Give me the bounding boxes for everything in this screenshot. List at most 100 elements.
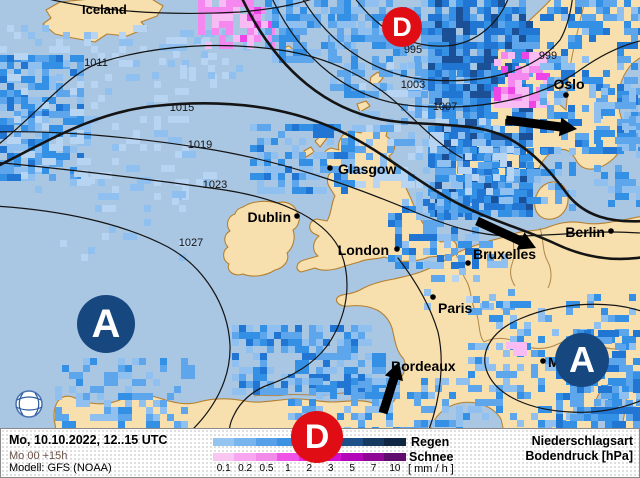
precip-cell bbox=[49, 76, 56, 83]
precip-cell bbox=[463, 91, 470, 98]
precip-cell bbox=[394, 69, 401, 76]
precip-cell bbox=[21, 25, 28, 32]
precip-cell bbox=[14, 74, 21, 81]
precip-cell bbox=[631, 7, 640, 14]
precip-cell bbox=[442, 0, 449, 7]
precip-cell bbox=[477, 56, 484, 63]
precip-cell bbox=[473, 275, 480, 282]
precip-cell bbox=[463, 140, 477, 147]
precip-cell bbox=[239, 367, 253, 374]
precip-cell bbox=[7, 137, 21, 144]
precip-cell bbox=[491, 28, 498, 35]
precip-cell bbox=[373, 62, 380, 69]
precip-cell bbox=[526, 70, 533, 77]
precip-cell bbox=[508, 87, 515, 94]
globe-logo-icon bbox=[15, 390, 43, 418]
precip-cell bbox=[239, 374, 246, 381]
precip-cell bbox=[253, 339, 260, 346]
precip-cell bbox=[299, 173, 306, 180]
precip-cell bbox=[457, 181, 464, 188]
precip-cell bbox=[104, 372, 111, 379]
precip-cell bbox=[458, 206, 472, 213]
legend-tick-value: 5 bbox=[349, 463, 355, 474]
isobar-path bbox=[0, 161, 348, 428]
precip-cell bbox=[601, 172, 608, 179]
precip-cell bbox=[496, 406, 503, 413]
precip-cell bbox=[515, 80, 522, 87]
precip-cell bbox=[570, 393, 584, 400]
precip-cell bbox=[491, 35, 498, 42]
city-label-glasgow: Glasgow bbox=[338, 161, 396, 177]
model-run-label: Mo 00 +15h bbox=[9, 450, 68, 462]
precip-cell bbox=[524, 329, 531, 336]
precip-cell bbox=[442, 84, 449, 91]
precip-cell bbox=[175, 116, 189, 123]
precip-cell bbox=[470, 112, 477, 119]
precip-cell bbox=[314, 21, 321, 28]
precip-cell bbox=[146, 421, 153, 428]
precip-cell bbox=[608, 88, 615, 95]
precip-cell bbox=[401, 181, 408, 188]
precip-cell bbox=[112, 144, 119, 151]
precip-cell bbox=[292, 152, 299, 159]
precip-cell bbox=[359, 83, 366, 90]
precip-cell bbox=[320, 159, 327, 166]
precip-cell bbox=[330, 385, 337, 392]
precip-cell bbox=[210, 81, 217, 88]
precip-cell bbox=[14, 32, 21, 39]
precip-cell bbox=[279, 35, 293, 42]
precip-cell bbox=[636, 123, 640, 130]
precip-cell bbox=[0, 104, 7, 111]
precip-cell bbox=[468, 357, 475, 364]
precip-cell bbox=[7, 25, 14, 32]
precip-cell bbox=[605, 358, 619, 365]
precip-cell bbox=[380, 160, 387, 167]
precip-cell bbox=[0, 69, 7, 76]
precip-cell bbox=[232, 388, 239, 395]
precip-cell bbox=[629, 294, 636, 301]
precip-cell bbox=[112, 186, 119, 193]
precip-cell bbox=[463, 63, 470, 70]
precip-cell bbox=[328, 56, 342, 63]
precip-cell bbox=[387, 90, 394, 97]
precip-cell bbox=[77, 62, 84, 69]
precip-cell bbox=[379, 14, 386, 21]
precip-cell bbox=[526, 182, 533, 189]
precip-cell bbox=[435, 56, 442, 63]
city-label-dublin: Dublin bbox=[247, 209, 291, 225]
precip-cell bbox=[465, 181, 472, 188]
precip-cell bbox=[437, 220, 444, 227]
legend-color-segment bbox=[213, 453, 235, 461]
precip-cell bbox=[212, 14, 219, 21]
precip-cell bbox=[130, 184, 144, 191]
precip-cell bbox=[484, 196, 491, 203]
precip-cell bbox=[612, 421, 619, 428]
precip-cell bbox=[463, 413, 470, 420]
precip-cell bbox=[91, 32, 98, 39]
precip-cell bbox=[300, 42, 307, 49]
precip-cell bbox=[422, 111, 429, 118]
precip-cell bbox=[437, 262, 444, 269]
precip-cell bbox=[638, 98, 640, 105]
precip-cell bbox=[421, 56, 428, 63]
precip-cell bbox=[98, 95, 105, 102]
precip-cell bbox=[236, 65, 243, 72]
isobar-path bbox=[302, 0, 573, 82]
precip-cell bbox=[21, 167, 28, 174]
precip-cell bbox=[624, 21, 631, 28]
precip-cell bbox=[451, 248, 458, 255]
precip-cell bbox=[14, 174, 21, 181]
precip-cell bbox=[56, 46, 70, 53]
precip-cell bbox=[203, 179, 210, 186]
precip-cell bbox=[414, 399, 421, 406]
precip-cell bbox=[351, 332, 358, 339]
precip-cell bbox=[519, 21, 526, 28]
precip-cell bbox=[626, 372, 633, 379]
precip-cell bbox=[62, 414, 69, 421]
precip-cell bbox=[198, 14, 205, 21]
precip-cell bbox=[519, 161, 526, 168]
precip-cell bbox=[285, 152, 292, 159]
precip-cell bbox=[175, 137, 182, 144]
precip-cell bbox=[428, 161, 435, 168]
precip-cell bbox=[144, 219, 151, 226]
